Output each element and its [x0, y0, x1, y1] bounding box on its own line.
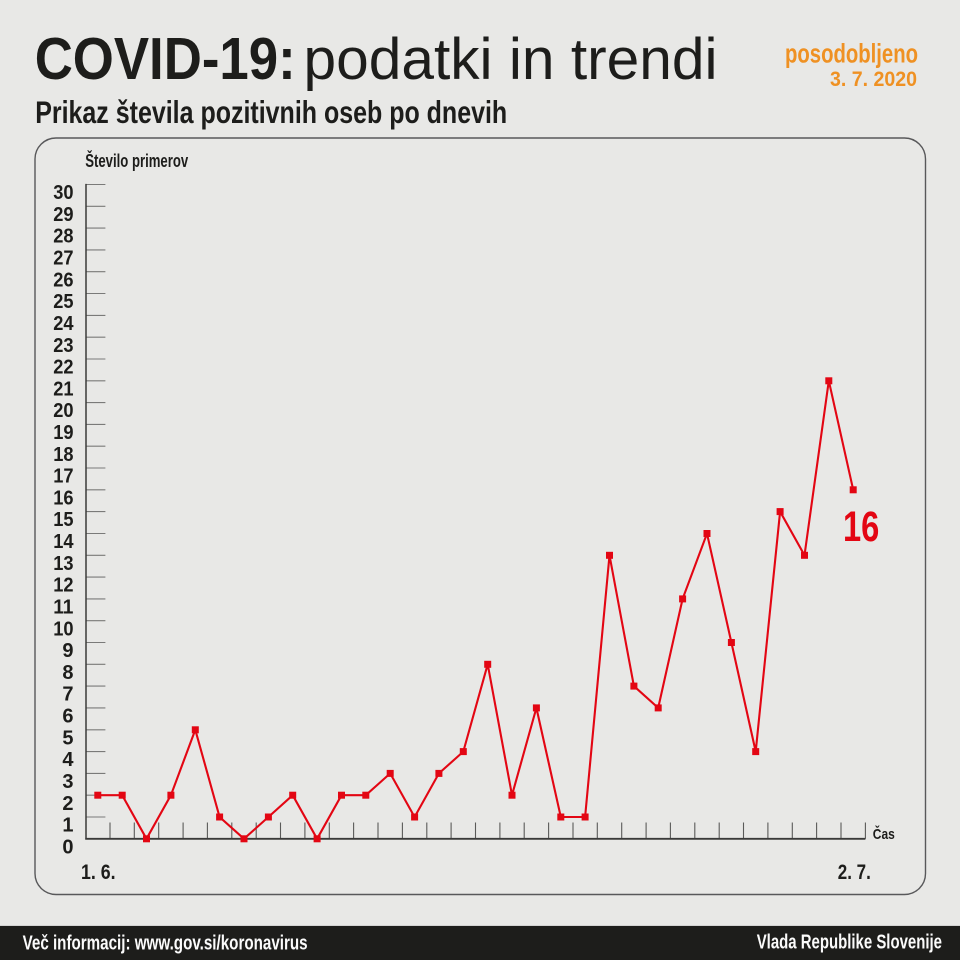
svg-text:26: 26 — [53, 269, 73, 291]
svg-text:16: 16 — [843, 504, 879, 551]
svg-text:podatki in trendi: podatki in trendi — [304, 27, 718, 92]
svg-text:7: 7 — [62, 684, 73, 706]
svg-text:19: 19 — [53, 422, 73, 444]
svg-text:Prikaz števila pozitivnih oseb: Prikaz števila pozitivnih oseb po dnevih — [35, 94, 507, 130]
svg-text:30: 30 — [53, 182, 73, 204]
svg-text:21: 21 — [53, 378, 73, 400]
svg-text:16: 16 — [53, 487, 73, 509]
svg-text:3: 3 — [62, 771, 73, 793]
svg-text:27: 27 — [53, 248, 73, 270]
svg-text:28: 28 — [53, 226, 73, 248]
svg-text:Čas: Čas — [873, 825, 895, 843]
svg-text:15: 15 — [53, 509, 73, 531]
svg-text:29: 29 — [53, 204, 73, 226]
svg-text:8: 8 — [62, 662, 73, 684]
svg-text:2: 2 — [62, 793, 73, 815]
svg-text:COVID-19:: COVID-19: — [35, 26, 296, 92]
svg-text:13: 13 — [53, 553, 73, 575]
svg-text:12: 12 — [53, 575, 73, 597]
svg-text:0: 0 — [62, 836, 73, 858]
svg-text:Več informacij: www.gov.si/kor: Več informacij: www.gov.si/koronavirus — [23, 933, 308, 955]
svg-text:10: 10 — [53, 618, 73, 640]
svg-text:23: 23 — [53, 335, 73, 357]
svg-text:22: 22 — [53, 357, 73, 379]
svg-text:5: 5 — [62, 727, 73, 749]
svg-text:9: 9 — [62, 640, 73, 662]
svg-text:20: 20 — [53, 400, 73, 422]
svg-text:posodobljeno: posodobljeno — [785, 39, 918, 69]
svg-text:1. 6.: 1. 6. — [81, 861, 116, 884]
svg-text:2. 7.: 2. 7. — [838, 861, 871, 884]
svg-text:Število primerov: Število primerov — [85, 150, 188, 171]
svg-text:11: 11 — [53, 597, 73, 619]
svg-text:17: 17 — [53, 466, 73, 488]
svg-text:Vlada Republike Slovenije: Vlada Republike Slovenije — [757, 932, 942, 954]
svg-text:1: 1 — [62, 815, 73, 837]
svg-text:3. 7. 2020: 3. 7. 2020 — [830, 68, 917, 91]
svg-text:18: 18 — [53, 444, 73, 466]
svg-text:24: 24 — [53, 313, 74, 335]
svg-text:14: 14 — [53, 531, 74, 553]
svg-text:6: 6 — [62, 706, 73, 728]
svg-text:25: 25 — [53, 291, 73, 313]
svg-text:4: 4 — [62, 749, 74, 771]
